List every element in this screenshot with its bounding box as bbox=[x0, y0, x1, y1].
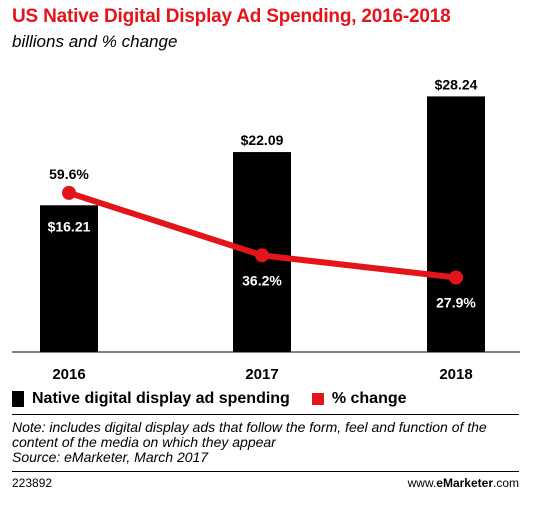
note-text: Note: includes digital display ads that … bbox=[12, 419, 487, 450]
brand-prefix: www. bbox=[407, 476, 437, 490]
legend-item-change: % change bbox=[311, 390, 407, 408]
bar-label-2016: $16.21 bbox=[48, 218, 91, 234]
change-point-2017 bbox=[255, 248, 269, 263]
x-tick-2016: 2016 bbox=[52, 366, 85, 383]
chart-note: Note: includes digital display ads that … bbox=[12, 420, 522, 465]
x-tick-2017: 2017 bbox=[245, 366, 278, 383]
brand-name: eMarketer bbox=[436, 476, 493, 490]
brand-suffix: .com bbox=[492, 476, 519, 490]
chart-title: US Native Digital Display Ad Spending, 2… bbox=[12, 6, 451, 27]
change-label-2017: 36.2% bbox=[242, 272, 282, 288]
bar-2016 bbox=[40, 205, 98, 352]
legend-swatch-change bbox=[311, 393, 324, 405]
divider-top bbox=[12, 414, 519, 415]
chart-subtitle: billions and % change bbox=[12, 32, 178, 51]
legend-item-spending: Native digital display ad spending bbox=[12, 390, 290, 408]
legend-label-change: % change bbox=[331, 390, 407, 407]
change-label-2018: 27.9% bbox=[436, 295, 476, 311]
legend-label-spending: Native digital display ad spending bbox=[32, 390, 290, 407]
chart-area: $16.21 $22.09 $28.24 59.6% 36.2% 27.9% 2016 201… bbox=[12, 76, 520, 383]
change-point-2018 bbox=[449, 270, 463, 285]
source-text: Source: eMarketer, March 2017 bbox=[12, 449, 209, 465]
bar-label-2018: $28.24 bbox=[435, 76, 478, 92]
chart-id: 223892 bbox=[12, 476, 53, 490]
x-tick-2018: 2018 bbox=[439, 366, 472, 383]
change-point-2016 bbox=[62, 185, 76, 200]
divider-bottom bbox=[12, 471, 519, 472]
brand-url[interactable]: www.eMarketer.com bbox=[408, 476, 519, 490]
legend-swatch-spending bbox=[12, 391, 24, 407]
bar-2018 bbox=[427, 96, 485, 352]
chart-legend: Native digital display ad spending % cha… bbox=[12, 390, 429, 408]
bar-label-2017: $22.09 bbox=[241, 132, 284, 148]
change-label-2016: 59.6% bbox=[49, 166, 89, 182]
chart-footer: 223892 www.eMarketer.com bbox=[12, 476, 519, 490]
